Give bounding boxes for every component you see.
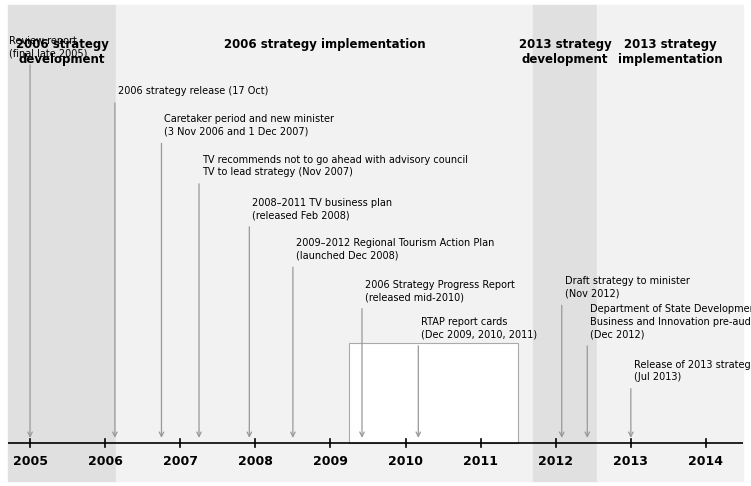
Text: 2014: 2014	[689, 455, 723, 468]
Text: 2013: 2013	[614, 455, 648, 468]
Text: RTAP report cards
(Dec 2009, 2010, 2011): RTAP report cards (Dec 2009, 2010, 2011)	[421, 317, 538, 339]
Text: 2006 strategy
development: 2006 strategy development	[16, 38, 108, 66]
Text: 2008–2011 TV business plan
(released Feb 2008): 2008–2011 TV business plan (released Feb…	[252, 198, 393, 220]
Text: 2006 Strategy Progress Report
(released mid-2010): 2006 Strategy Progress Report (released …	[365, 279, 515, 302]
Text: 2009–2012 Regional Tourism Action Plan
(launched Dec 2008): 2009–2012 Regional Tourism Action Plan (…	[296, 238, 494, 260]
Text: 2009: 2009	[313, 455, 348, 468]
Bar	[349, 343, 518, 443]
Text: Department of State Development,
Business and Innovation pre-audit
(Dec 2012): Department of State Development, Busines…	[590, 304, 751, 339]
Text: 2007: 2007	[163, 455, 198, 468]
Text: 2006 strategy release (17 Oct): 2006 strategy release (17 Oct)	[118, 87, 268, 96]
Text: Draft strategy to minister
(Nov 2012): Draft strategy to minister (Nov 2012)	[565, 277, 689, 299]
Text: 2012: 2012	[538, 455, 573, 468]
Text: 2013 strategy
implementation: 2013 strategy implementation	[618, 38, 722, 66]
Text: TV recommends not to go ahead with advisory council
TV to lead strategy (Nov 200: TV recommends not to go ahead with advis…	[202, 155, 468, 177]
Text: Release of 2013 strategy
(Jul 2013): Release of 2013 strategy (Jul 2013)	[634, 360, 751, 382]
Bar	[533, 5, 597, 481]
Text: 2008: 2008	[238, 455, 273, 468]
Text: 2011: 2011	[463, 455, 498, 468]
Text: 2006: 2006	[88, 455, 122, 468]
Bar	[116, 5, 533, 481]
Bar	[597, 5, 743, 481]
Bar	[8, 5, 116, 481]
Text: 2013 strategy
development: 2013 strategy development	[519, 38, 611, 66]
Text: Review report
(final late 2005): Review report (final late 2005)	[9, 36, 87, 58]
Text: 2005: 2005	[13, 455, 47, 468]
Text: 2010: 2010	[388, 455, 423, 468]
Text: Caretaker period and new minister
(3 Nov 2006 and 1 Dec 2007): Caretaker period and new minister (3 Nov…	[164, 114, 334, 137]
Text: 2006 strategy implementation: 2006 strategy implementation	[224, 38, 426, 51]
